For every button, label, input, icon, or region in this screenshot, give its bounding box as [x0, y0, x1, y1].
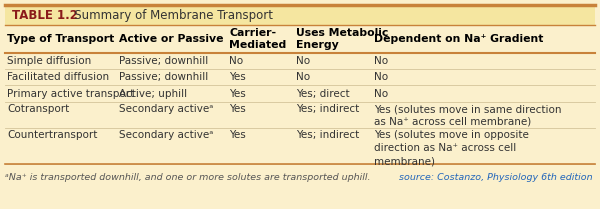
Text: No: No — [229, 56, 244, 66]
Text: Yes: Yes — [229, 130, 246, 140]
Text: Yes: Yes — [229, 104, 246, 114]
Bar — [5, 69, 595, 85]
Text: Yes; direct: Yes; direct — [296, 89, 350, 98]
Bar — [5, 85, 595, 102]
Text: No: No — [374, 73, 389, 82]
Text: No: No — [374, 89, 389, 98]
Bar — [5, 128, 595, 164]
Bar — [5, 25, 595, 53]
Text: Yes: Yes — [229, 73, 246, 82]
Text: TABLE 1.2: TABLE 1.2 — [12, 9, 78, 22]
Bar — [5, 5, 595, 25]
Text: Cotransport: Cotransport — [7, 104, 70, 114]
Text: Dependent on Na⁺ Gradient: Dependent on Na⁺ Gradient — [374, 34, 544, 44]
Text: Primary active transport: Primary active transport — [7, 89, 134, 98]
Text: Simple diffusion: Simple diffusion — [7, 56, 91, 66]
Text: Summary of Membrane Transport: Summary of Membrane Transport — [63, 9, 273, 22]
Text: Yes: Yes — [229, 89, 246, 98]
Text: Yes (solutes move in same direction
as Na⁺ across cell membrane): Yes (solutes move in same direction as N… — [374, 104, 562, 127]
Text: Active; uphill: Active; uphill — [119, 89, 187, 98]
Text: Yes (solutes move in opposite
direction as Na⁺ across cell
membrane): Yes (solutes move in opposite direction … — [374, 130, 529, 166]
Text: No: No — [296, 56, 311, 66]
Text: Active or Passive: Active or Passive — [119, 34, 223, 44]
Text: No: No — [296, 73, 311, 82]
Text: No: No — [374, 56, 389, 66]
Text: source: Costanzo, Physiology 6th edition: source: Costanzo, Physiology 6th edition — [398, 173, 592, 182]
Text: Passive; downhill: Passive; downhill — [119, 56, 208, 66]
Text: ᵃNa⁺ is transported downhill, and one or more solutes are transported uphill.: ᵃNa⁺ is transported downhill, and one or… — [5, 173, 370, 182]
Text: Secondary activeᵃ: Secondary activeᵃ — [119, 130, 213, 140]
Bar — [5, 102, 595, 128]
Text: Yes; indirect: Yes; indirect — [296, 130, 359, 140]
Text: Type of Transport: Type of Transport — [7, 34, 115, 44]
Text: Yes; indirect: Yes; indirect — [296, 104, 359, 114]
Text: Countertransport: Countertransport — [7, 130, 98, 140]
Text: Carrier-
Mediated: Carrier- Mediated — [229, 28, 286, 50]
Text: Passive; downhill: Passive; downhill — [119, 73, 208, 82]
Bar — [5, 53, 595, 69]
Text: Uses Metabolic
Energy: Uses Metabolic Energy — [296, 28, 389, 50]
Text: Facilitated diffusion: Facilitated diffusion — [7, 73, 109, 82]
Text: Secondary activeᵃ: Secondary activeᵃ — [119, 104, 213, 114]
